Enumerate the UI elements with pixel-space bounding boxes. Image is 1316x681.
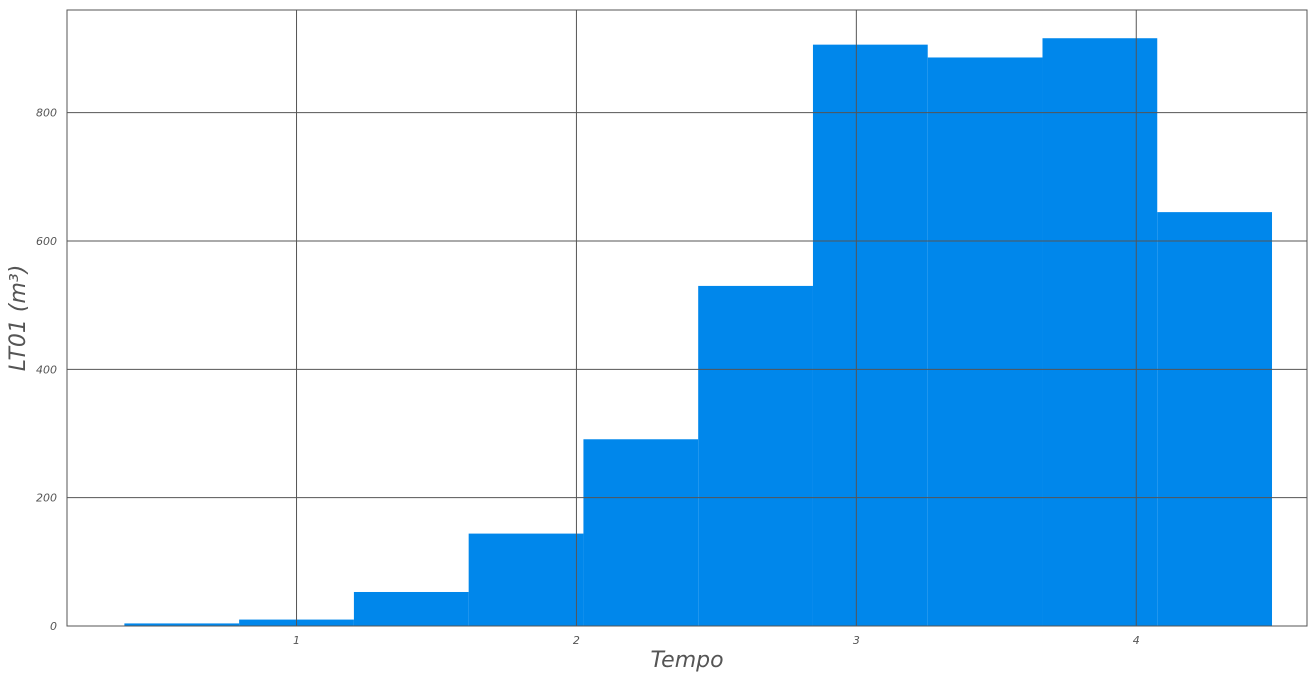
histogram-bar bbox=[927, 57, 1043, 627]
histogram-bar bbox=[583, 439, 699, 626]
histogram-bar bbox=[1157, 212, 1273, 627]
histogram-bar bbox=[1042, 38, 1158, 627]
plot-frame bbox=[66, 9, 1308, 627]
y-tick-label: 400 bbox=[36, 363, 57, 376]
histogram-bar bbox=[698, 285, 813, 626]
y-axis-title: LT01 (m³) bbox=[6, 265, 31, 372]
x-axis-title: Tempo bbox=[650, 648, 723, 673]
y-tick-label: 600 bbox=[36, 235, 57, 248]
histogram-bar bbox=[468, 533, 584, 626]
x-tick-label: 4 bbox=[1133, 634, 1140, 647]
x-tick-label: 1 bbox=[293, 634, 300, 647]
y-tick-labels: 0 200 400 600 800 bbox=[36, 107, 57, 633]
histogram-bar bbox=[124, 623, 240, 626]
histogram-bar bbox=[353, 591, 469, 626]
y-tick-label: 0 bbox=[50, 620, 57, 633]
x-tick-labels: 1 2 3 4 bbox=[293, 634, 1140, 647]
y-tick-label: 200 bbox=[36, 492, 57, 505]
bars-group bbox=[124, 38, 1273, 627]
x-tick-label: 2 bbox=[573, 634, 580, 647]
x-tick-label: 3 bbox=[853, 634, 860, 647]
y-tick-label: 800 bbox=[36, 107, 57, 120]
histogram-bar bbox=[812, 44, 928, 626]
